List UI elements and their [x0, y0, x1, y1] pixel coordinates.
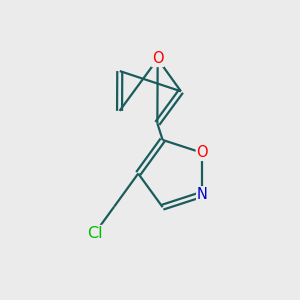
- Text: N: N: [197, 187, 208, 202]
- Text: O: O: [196, 145, 208, 160]
- Text: O: O: [152, 52, 164, 67]
- Text: Cl: Cl: [87, 226, 103, 241]
